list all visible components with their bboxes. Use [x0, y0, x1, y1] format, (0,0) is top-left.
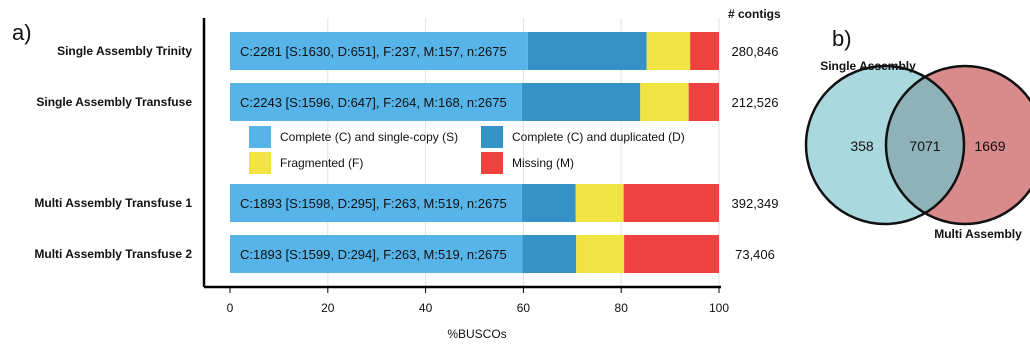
x-tick-label: 80 — [615, 301, 629, 315]
x-tick-label: 40 — [419, 301, 433, 315]
bar-segment — [576, 235, 625, 273]
bar-summary-label: C:2281 [S:1630, D:651], F:237, M:157, n:… — [240, 44, 507, 59]
x-tick-label: 0 — [227, 301, 234, 315]
contigs-header: # contigs — [728, 7, 781, 21]
panel-b: b) Single Assembly Multi Assembly 358 7071 1… — [804, 26, 1030, 241]
venn-set-label: Multi Assembly — [934, 227, 1022, 241]
panel-a-label: a) — [12, 20, 32, 45]
bar-segment — [521, 184, 576, 222]
legend-swatch — [481, 152, 503, 174]
venn-outline-right — [884, 64, 1030, 226]
bar-segment — [640, 83, 689, 121]
legend-swatch — [249, 152, 271, 174]
bars: Single Assembly Trinity C:2281 [S:1630, D… — [34, 32, 779, 273]
bar-segment — [527, 32, 647, 70]
contig-count: 392,349 — [732, 196, 779, 211]
x-tick-label: 20 — [321, 301, 335, 315]
bar-segment — [624, 235, 719, 273]
bar-segment — [688, 83, 719, 121]
bar-segment — [230, 235, 523, 273]
bar-segment — [690, 32, 719, 70]
legend-label: Complete (C) and single-copy (S) — [280, 130, 458, 144]
contig-count: 280,846 — [732, 44, 779, 59]
bar-summary-label: C:2243 [S:1596, D:647], F:264, M:168, n:… — [240, 95, 507, 110]
legend-label: Missing (M) — [512, 156, 574, 170]
bar-segment — [646, 32, 691, 70]
panel-a: a) # contigs Single Assembly Trinity C:22… — [12, 7, 781, 341]
bar-summary-label: C:1893 [S:1599, D:294], F:263, M:519, n:… — [240, 247, 507, 262]
x-axis-title: %BUSCOs — [447, 327, 506, 341]
bar-segment — [230, 184, 522, 222]
bar-segment — [521, 83, 641, 121]
category-label: Multi Assembly Transfuse 1 — [34, 196, 192, 210]
bar-segment — [522, 235, 577, 273]
legend-label: Fragmented (F) — [280, 156, 363, 170]
x-axis: 0 20 40 60 80 100 — [202, 18, 729, 315]
venn-count-right: 1669 — [974, 138, 1005, 154]
venn-count-intersection: 7071 — [909, 138, 940, 154]
bar-segment — [230, 32, 528, 70]
legend: Complete (C) and single-copy (S) Complete… — [249, 126, 685, 174]
category-label: Single Assembly Transfuse — [36, 95, 192, 109]
venn-outline-left — [804, 64, 966, 226]
legend-label: Complete (C) and duplicated (D) — [512, 130, 685, 144]
category-label: Single Assembly Trinity — [57, 44, 192, 58]
bar-segment — [575, 184, 624, 222]
legend-swatch — [481, 126, 503, 148]
venn-diagram: Single Assembly Multi Assembly 358 7071 1669 — [804, 59, 1030, 241]
venn-set-label: Single Assembly — [820, 59, 916, 73]
bar-summary-label: C:1893 [S:1598, D:295], F:263, M:519, n:… — [240, 196, 507, 211]
x-tick-label: 60 — [517, 301, 531, 315]
bar-segment — [230, 83, 522, 121]
venn-count-left: 358 — [850, 138, 874, 154]
legend-swatch — [249, 126, 271, 148]
venn-intersection — [886, 66, 964, 224]
category-label: Multi Assembly Transfuse 2 — [34, 247, 192, 261]
contig-count: 73,406 — [735, 247, 775, 262]
panel-b-label: b) — [832, 26, 852, 51]
bar-segment — [623, 184, 719, 222]
x-tick-label: 100 — [709, 301, 729, 315]
contig-count: 212,526 — [732, 95, 779, 110]
